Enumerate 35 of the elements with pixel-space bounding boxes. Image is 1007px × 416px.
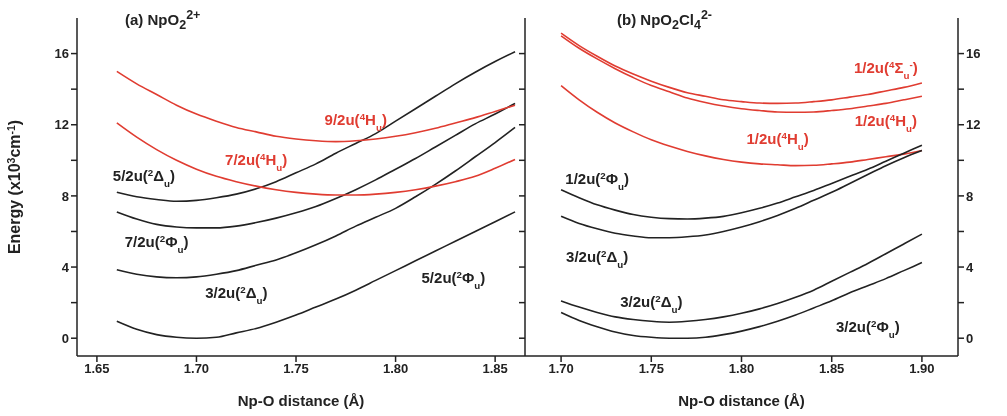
x-tick-label: 1.80 [728,361,755,377]
y2-tick-label: 8 [966,188,974,204]
series-label: 5/2u($^{2}$Δ$_{u}$) [112,166,176,189]
x-tick-label: 1.90 [909,361,935,377]
series-label: 1/2u($^{4}$Σ$_{u}$$^{-}$) [853,58,918,81]
x-tick-label: 1.80 [382,361,409,377]
x-tick-label: 1.70 [183,361,210,377]
series-label: 3/2u($^{2}$Δ$_{u}$) [620,292,683,315]
series-label: 7/2u($^{2}$Φ$_{u}$) [124,232,189,255]
series-label: 1/2u($^{4}$H$_{u}$) [746,129,809,152]
y-tick-label: 8 [61,188,69,204]
y-tick-label: 4 [61,259,70,275]
y-tick-label: 0 [61,330,69,346]
series-label: 9/2u($^{4}$H$_{u}$) [324,110,387,133]
series-label: 5/2u($^{2}$Φ$_{u}$) [421,268,486,291]
x-tick-label: 1.65 [84,361,110,377]
x-axis-title: Np-O distance (Å) [237,392,365,409]
series-label: 3/2u($^{2}$Φ$_{u}$) [835,317,900,340]
x-tick-label: 1.75 [638,361,664,377]
y2-tick-label: 4 [966,259,974,275]
y2-tick-label: 12 [966,117,981,133]
x-tick-label: 1.75 [283,361,309,377]
series-label: 3/2u($^{2}$Δ$_{u}$) [205,283,268,306]
x-tick-label: 1.85 [482,361,508,377]
series-label: 3/2u($^{2}$Δ$_{u}$) [566,247,629,270]
y-tick-label: 12 [54,117,69,133]
series-label: 7/2u($^{4}$H$_{u}$) [225,150,288,173]
y2-tick-label: 16 [966,46,981,62]
x-tick-label: 1.85 [819,361,845,377]
y-tick-label: 16 [54,46,69,62]
x-axis-title: Np-O distance (Å) [678,392,805,409]
y2-tick-label: 0 [966,330,974,346]
series-label: 1/2u($^{2}$Φ$_{u}$) [565,169,630,192]
series-label: 1/2u($^{4}$H$_{u}$) [854,111,917,134]
x-tick-label: 1.70 [548,361,574,377]
